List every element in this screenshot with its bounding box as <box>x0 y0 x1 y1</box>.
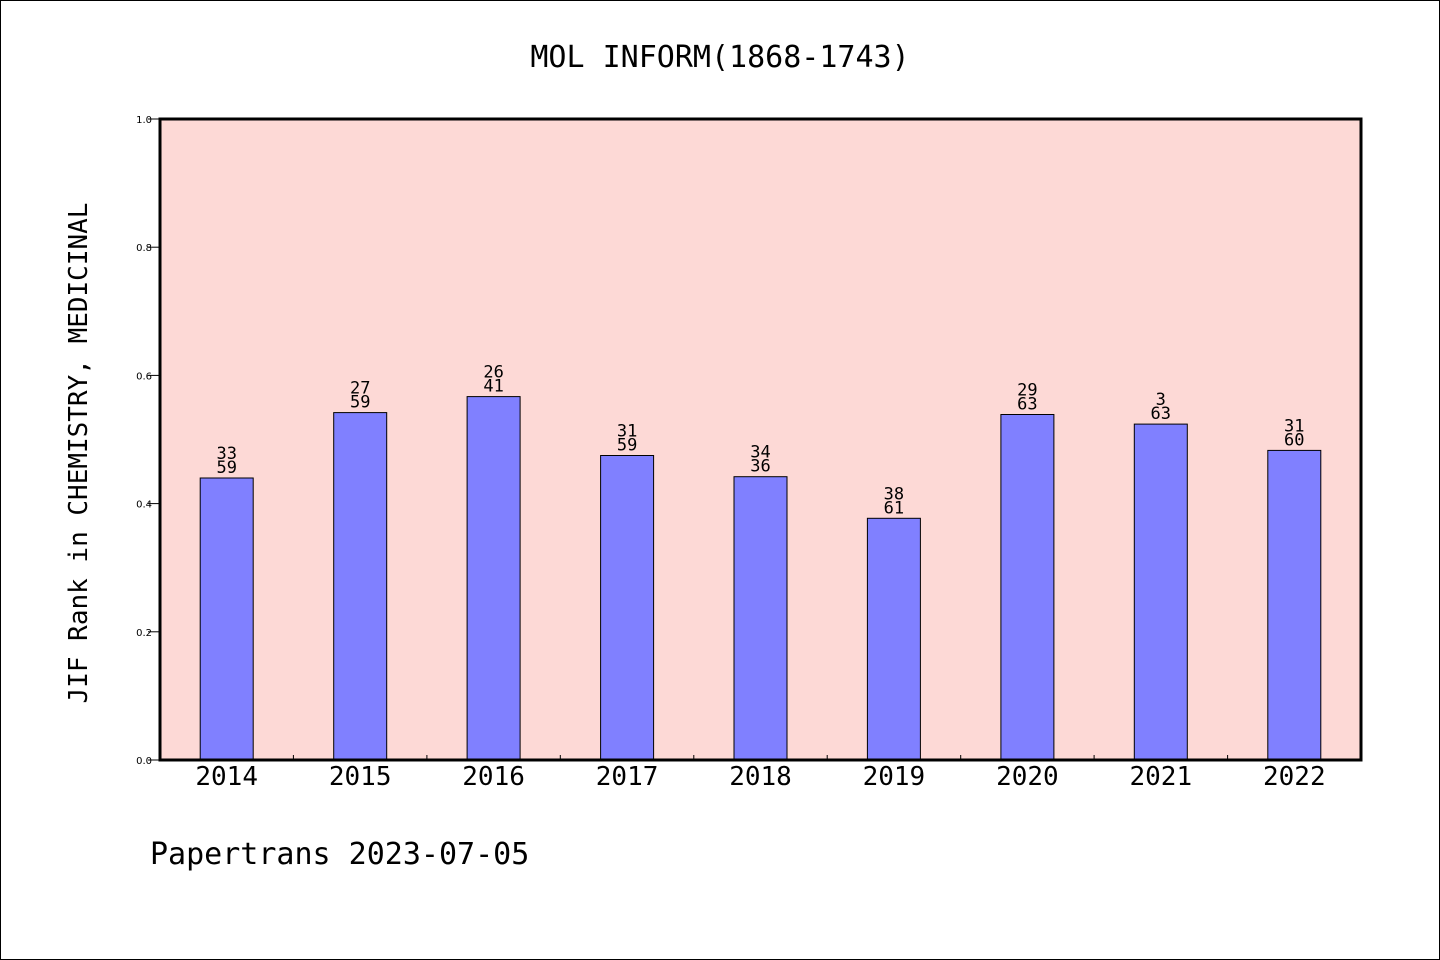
y-tick-label: 0.2 <box>136 628 152 639</box>
bars-layer <box>199 396 1322 761</box>
x-tick-label: 2016 <box>462 762 525 792</box>
y-axis: 0.0 0.2 0.4 0.6 0.8 1.0 <box>136 115 160 767</box>
bar-label-rank: 34 <box>750 443 770 463</box>
y-tick-label: 0.0 <box>136 756 152 767</box>
bar-label-rank: 31 <box>1284 416 1304 436</box>
bar <box>1133 423 1188 761</box>
x-axis: 2014 2015 2016 2017 2018 2019 2020 2021 2022 <box>195 755 1326 792</box>
bar <box>1000 414 1055 761</box>
bar-label-total: 59 <box>350 393 370 413</box>
bar-label-total: 36 <box>750 457 770 477</box>
x-tick-label: 2020 <box>996 762 1059 792</box>
y-tick-label: 1.0 <box>136 115 152 126</box>
bar <box>600 455 655 761</box>
x-tick-label: 2022 <box>1263 762 1326 792</box>
bar-label-rank: 31 <box>617 422 637 442</box>
bar-label-total: 63 <box>1017 395 1037 415</box>
bar-label-rank: 38 <box>884 484 904 504</box>
bar-label-total: 61 <box>884 498 904 518</box>
x-tick-label: 2021 <box>1129 762 1192 792</box>
y-axis-label: JIF Rank in CHEMISTRY, MEDICINAL <box>64 203 94 704</box>
y-tick-label: 0.6 <box>136 371 152 382</box>
bar-label-total: 63 <box>1151 404 1171 424</box>
chart-title: MOL INFORM(1868-1743) <box>530 40 909 75</box>
bar-label-total: 41 <box>483 377 503 397</box>
x-tick-label: 2015 <box>329 762 392 792</box>
y-tick-label: 0.8 <box>136 243 152 254</box>
bar-label-rank: 33 <box>216 444 236 464</box>
bar-label-total: 59 <box>617 436 637 456</box>
bar <box>199 477 254 761</box>
bar-label-rank: 29 <box>1017 381 1037 401</box>
y-tick-label: 0.4 <box>136 500 152 511</box>
bar-label-total: 60 <box>1284 430 1304 450</box>
bar <box>866 517 921 761</box>
x-tick-label: 2018 <box>729 762 792 792</box>
bar <box>1267 449 1322 761</box>
bar-label-total: 59 <box>216 458 236 478</box>
x-tick-label: 2019 <box>863 762 926 792</box>
bar-label-rank: 26 <box>483 363 503 383</box>
x-tick-label: 2017 <box>596 762 659 792</box>
bar <box>466 396 521 761</box>
bar-label-rank: 27 <box>350 379 370 399</box>
bar-label-rank: 3 <box>1156 390 1166 410</box>
footer-credit: Papertrans 2023-07-05 <box>150 837 529 872</box>
bar <box>333 412 388 761</box>
bar <box>733 476 788 761</box>
plot-border <box>158 117 1363 762</box>
x-tick-label: 2014 <box>195 762 258 792</box>
